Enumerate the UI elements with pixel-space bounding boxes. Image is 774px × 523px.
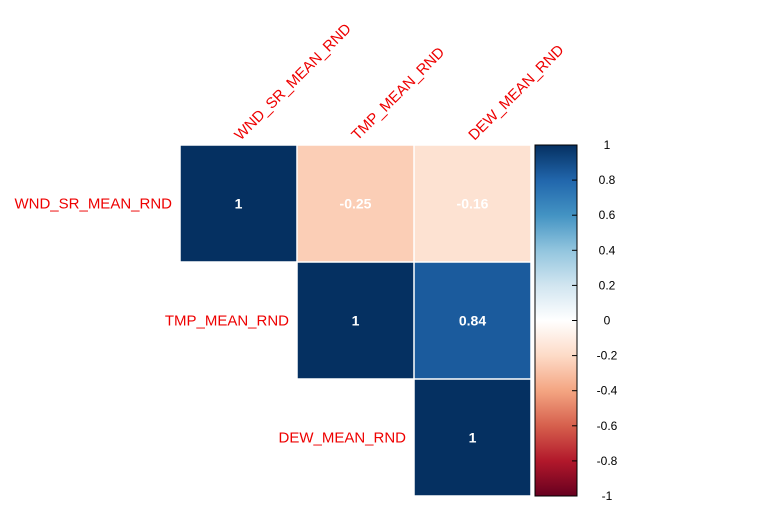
legend-tick-label: 0.8 — [599, 173, 616, 187]
cell-value: 1 — [469, 430, 477, 446]
cell-WND_SR_MEAN_RND-DEW_MEAN_RND — [414, 145, 531, 262]
color-legend: 1 0.8 0.6 0.4 0.2 0 -0.2 -0.4 -0.6 -0.8 -1 — [534, 138, 618, 503]
legend-tick-label: 0 — [604, 314, 611, 328]
cell-TMP_MEAN_RND-TMP_MEAN_RND — [297, 262, 414, 379]
legend-tick-label: -0.8 — [597, 454, 618, 468]
cell-TMP_MEAN_RND-DEW_MEAN_RND — [414, 262, 531, 379]
cell-value: -0.16 — [457, 196, 489, 212]
legend-ticks: 1 0.8 0.6 0.4 0.2 0 -0.2 -0.4 -0.6 -0.8 -1 — [572, 138, 618, 503]
column-label: DEW_MEAN_RND — [465, 42, 567, 144]
legend-tick-label: -1 — [602, 489, 613, 503]
legend-color-bar — [534, 144, 578, 497]
row-labels: WND_SR_MEAN_RND TMP_MEAN_RND DEW_MEAN_RND — [14, 196, 406, 447]
row-label: WND_SR_MEAN_RND — [14, 196, 172, 213]
legend-tick-label: -0.2 — [597, 349, 618, 363]
row-label: TMP_MEAN_RND — [165, 313, 289, 330]
legend-tick-label: -0.4 — [597, 384, 618, 398]
legend-tick-label: 0.4 — [599, 243, 616, 257]
column-label: WND_SR_MEAN_RND — [231, 20, 355, 144]
legend-tick-label: 1 — [604, 138, 611, 152]
column-label: TMP_MEAN_RND — [348, 44, 448, 144]
correlation-cells: 1 -0.25 -0.16 1 0.84 1 — [180, 145, 531, 496]
cell-value: -0.25 — [340, 196, 372, 212]
cell-value: 0.84 — [459, 313, 486, 329]
legend-tick-label: 0.2 — [599, 278, 616, 292]
row-label: DEW_MEAN_RND — [278, 430, 406, 447]
cell-WND_SR_MEAN_RND-WND_SR_MEAN_RND — [180, 145, 297, 262]
cell-WND_SR_MEAN_RND-TMP_MEAN_RND — [297, 145, 414, 262]
cell-value: 1 — [235, 196, 243, 212]
legend-tick-label: -0.6 — [597, 419, 618, 433]
legend-tick-label: 0.6 — [599, 208, 616, 222]
cell-DEW_MEAN_RND-DEW_MEAN_RND — [414, 379, 531, 496]
cell-value: 1 — [352, 313, 360, 329]
